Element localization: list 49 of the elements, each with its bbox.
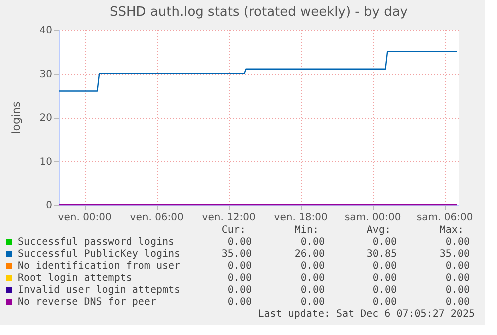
x-tick-label: sam. 06:00 [416, 212, 474, 224]
text: Cur: [222, 225, 246, 236]
text: 0.00 [446, 261, 470, 272]
text: 0.00 [446, 297, 470, 308]
text: 0.00 [300, 273, 325, 284]
text: 0.00 [228, 273, 252, 284]
text: 0.00 [372, 297, 397, 308]
text: 0.00 [228, 261, 252, 272]
text: 30.85 [366, 249, 397, 260]
y-tick-label: 0 [46, 200, 52, 212]
text: Avg: [366, 225, 391, 236]
x-tick-label: ven. 00:00 [58, 212, 112, 224]
text: Max: [440, 225, 464, 236]
text: 0.00 [300, 297, 325, 308]
x-tick-label: ven. 18:00 [274, 212, 328, 224]
chart-title: SSHD auth.log stats (rotated weekly) - by day [110, 5, 408, 20]
text: 0.00 [372, 237, 397, 248]
text: Min: [294, 225, 319, 236]
x-tick-label: sam. 00:00 [344, 212, 402, 224]
text: 35.00 [222, 249, 252, 260]
text: 0.00 [300, 261, 325, 272]
text: 0.00 [372, 261, 397, 272]
legend-label: Successful PublicKey logins [18, 249, 181, 260]
text: 0.00 [228, 297, 252, 308]
text: 35.00 [440, 249, 470, 260]
legend-label: Root login attempts [18, 273, 132, 284]
legend-label: Invalid user login attepmts [18, 285, 181, 296]
text: 0.00 [372, 285, 397, 296]
text: 0.00 [300, 237, 325, 248]
text: 0.00 [446, 237, 470, 248]
text: 0.00 [446, 285, 470, 296]
text: 0.00 [228, 285, 252, 296]
text: 0.00 [300, 285, 325, 296]
y-tick-label: 30 [40, 69, 52, 80]
x-tick-label: ven. 12:00 [202, 212, 256, 224]
text: 0.00 [446, 273, 470, 284]
x-tick-label: ven. 06:00 [130, 212, 184, 224]
legend-label: No reverse DNS for peer [18, 297, 156, 308]
text: 0.00 [228, 237, 252, 248]
y-tick-label: 20 [40, 113, 52, 124]
legend-label: No identification from user [18, 261, 181, 272]
y-axis-title: logins [10, 101, 23, 134]
y-tick-label: 40 [40, 26, 52, 36]
legend-label: Successful password logins [18, 237, 175, 248]
y-tick-label: 10 [40, 156, 52, 168]
text: Last update: Sat Dec 6 07:05:27 2025 [258, 309, 475, 320]
text: 0.00 [372, 273, 397, 284]
text: 26.00 [294, 249, 325, 260]
line-series [58, 51, 458, 92]
